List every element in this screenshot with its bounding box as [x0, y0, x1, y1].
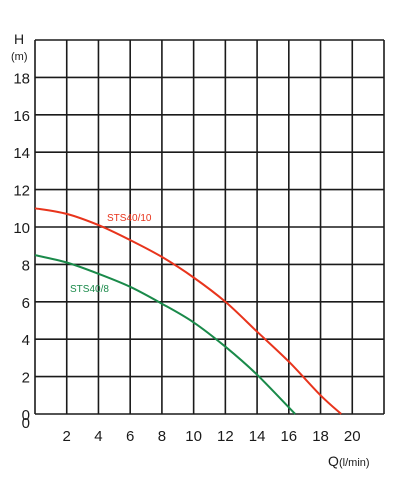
x-tick-labels: 0 2 4 6 8 10 12 14 16 18 20 — [22, 415, 361, 445]
y-axis-unit: (m) — [11, 51, 28, 63]
series-line-sts40-8 — [34, 254, 296, 415]
y-tick-label: 0 — [22, 407, 30, 424]
series-label: STS40/10 — [107, 213, 152, 224]
y-tick-label: 12 — [13, 183, 30, 200]
chart-grid — [34, 39, 385, 415]
x-tick-label: 4 — [94, 428, 102, 445]
y-tick-label: 4 — [22, 332, 30, 349]
series-lines — [34, 207, 342, 415]
x-tick-label: 18 — [312, 428, 329, 445]
y-axis-label: H — [14, 31, 24, 47]
series-line-sts40-10 — [34, 207, 342, 415]
x-tick-label: 6 — [126, 428, 134, 445]
y-tick-label: 8 — [22, 257, 30, 274]
x-tick-label: 20 — [344, 428, 361, 445]
x-tick-label: 10 — [185, 428, 202, 445]
y-tick-label: 14 — [13, 145, 30, 162]
x-tick-label: 16 — [280, 428, 297, 445]
y-tick-label: 2 — [22, 370, 30, 387]
series-label: STS40/8 — [70, 284, 109, 295]
x-tick-label: 14 — [249, 428, 266, 445]
x-axis-unit: (l/min) — [339, 457, 370, 469]
y-tick-label: 6 — [22, 295, 30, 312]
y-tick-labels: 0 2 4 6 8 10 12 14 16 18 — [13, 70, 30, 424]
y-tick-label: 18 — [13, 70, 30, 87]
series-labels: STS40/10 STS40/8 — [70, 213, 152, 295]
x-tick-label: 0 — [22, 415, 30, 432]
x-tick-label: 12 — [217, 428, 234, 445]
y-tick-label: 10 — [13, 220, 30, 237]
x-tick-label: 2 — [63, 428, 71, 445]
y-tick-label: 16 — [13, 108, 30, 125]
x-tick-label: 8 — [158, 428, 166, 445]
x-axis-label: Q — [328, 453, 339, 469]
